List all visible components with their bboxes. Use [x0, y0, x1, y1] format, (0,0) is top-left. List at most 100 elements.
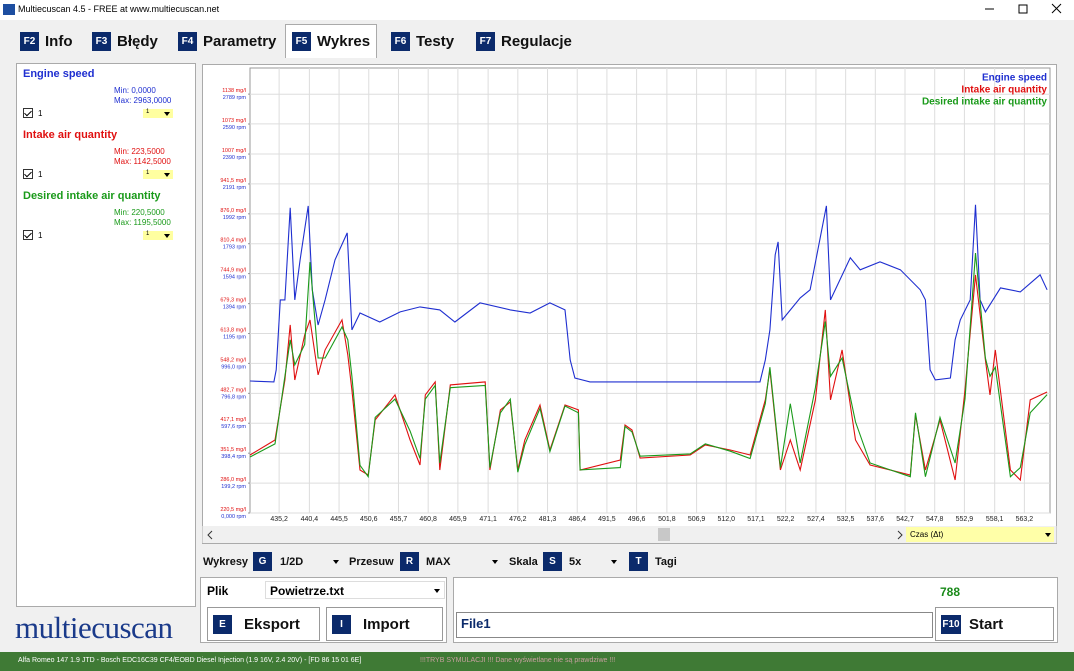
y2-tick-label: 597,6 rpm — [221, 424, 246, 430]
file-name: Powietrze.txt — [270, 584, 345, 598]
checkbox-label: 1 — [38, 231, 43, 240]
y-tick-label: 548,2 mg/l — [220, 357, 246, 363]
dropdown-arrow[interactable] — [611, 560, 617, 564]
y-tick-label: 482,7 mg/l — [220, 387, 246, 393]
key-badge: E — [213, 614, 232, 634]
scale-select[interactable]: 1 — [143, 109, 173, 118]
checkbox[interactable] — [23, 230, 33, 240]
tab-label: Regulacje — [501, 32, 572, 50]
scroll-thumb[interactable] — [658, 528, 670, 541]
key-badge[interactable]: T — [629, 552, 648, 571]
file-select[interactable]: Powietrze.txt — [265, 581, 445, 599]
file-label: Plik — [207, 584, 229, 598]
checkbox-label: 1 — [38, 170, 43, 179]
dropdown-arrow — [164, 234, 170, 238]
x-tick-label: 563,2 — [1016, 516, 1034, 523]
x-axis-selector[interactable] — [906, 527, 1054, 542]
start-button[interactable]: F10 Start — [935, 607, 1054, 641]
x-tick-label: 455,7 — [390, 516, 408, 523]
y-tick-label: 1073 mg/l — [222, 118, 246, 124]
y2-tick-label: 0,000 rpm — [221, 514, 246, 520]
parameter-max: Max: 2963,0000 — [114, 96, 172, 105]
x-tick-label: 496,6 — [628, 516, 646, 523]
y-tick-label: 744,9 mg/l — [220, 268, 246, 274]
y2-tick-label: 2191 rpm — [223, 185, 247, 191]
y2-tick-label: 1793 rpm — [223, 245, 247, 251]
scroll-left[interactable] — [207, 530, 213, 540]
tab-label: Info — [45, 32, 73, 50]
series-line — [249, 204, 1048, 383]
export-button[interactable]: E Eksport — [207, 607, 320, 641]
x-tick-label: 547,8 — [926, 516, 944, 523]
import-button[interactable]: I Import — [326, 607, 443, 641]
parameter-panel: Engine speed Min: 0,0000 Max: 2963,0000 1 1 I… — [16, 63, 196, 607]
y-tick-label: 941,5 mg/l — [220, 178, 246, 184]
tab[interactable]: F7 Regulacje — [470, 26, 578, 56]
y-tick-label: 417,1 mg/l — [220, 417, 246, 423]
x-tick-label: 512,0 — [718, 516, 736, 523]
parameter-min: Min: 0,0000 — [114, 86, 156, 95]
button-label: Import — [363, 615, 410, 633]
window-controls[interactable] — [975, 0, 1074, 20]
y-tick-label: 613,8 mg/l — [220, 327, 246, 333]
parameter-min: Min: 223,5000 — [114, 147, 165, 156]
logo: multiecuscan — [15, 610, 173, 645]
scale-value: 1 — [146, 109, 150, 115]
x-tick-label: 501,8 — [658, 516, 676, 523]
x-tick-label: 471,1 — [479, 516, 497, 523]
parameter-min: Min: 220,5000 — [114, 208, 165, 217]
x-tick-label: 542,7 — [896, 516, 914, 523]
y-tick-label: 220,5 mg/l — [220, 507, 246, 513]
y2-tick-label: 199,2 rpm — [221, 484, 246, 490]
y-tick-label: 876,0 mg/l — [220, 208, 246, 214]
file-name-input[interactable]: File1 — [456, 612, 933, 638]
scroll-right[interactable] — [897, 530, 903, 540]
key-badge: F2 — [20, 31, 39, 51]
key-badge[interactable]: S — [543, 552, 562, 571]
parameter-name: Engine speed — [23, 68, 95, 80]
control-text: Skala — [509, 556, 538, 568]
window-title: Multiecuscan 4.5 - FREE at www.multiecus… — [18, 4, 220, 14]
maximize[interactable] — [1018, 4, 1028, 14]
button-label: Start — [969, 615, 1004, 633]
control-text: Wykresy — [203, 556, 249, 568]
scale-select[interactable]: 1 — [143, 170, 173, 179]
checkbox[interactable] — [23, 108, 33, 118]
key-badge: F5 — [292, 32, 311, 51]
dropdown-arrow — [164, 112, 170, 116]
close[interactable] — [1051, 3, 1062, 14]
tab[interactable]: F2 Info — [14, 26, 79, 56]
y2-tick-label: 2390 rpm — [223, 155, 247, 161]
y-tick-label: 1138 mg/l — [222, 88, 246, 94]
dropdown-arrow[interactable] — [492, 560, 498, 564]
tab[interactable]: F6 Testy — [385, 26, 460, 56]
dropdown-arrow — [164, 173, 170, 177]
scrollbar[interactable] — [202, 526, 1057, 543]
checkbox[interactable] — [23, 169, 33, 179]
y2-tick-label: 996,0 rpm — [221, 364, 246, 370]
tab[interactable]: F5 Wykres — [285, 24, 378, 58]
key-badge[interactable]: G — [253, 552, 272, 571]
x-tick-label: 465,9 — [449, 516, 467, 523]
tab[interactable]: F4 Parametry — [172, 26, 282, 56]
x-tick-label: 445,5 — [330, 516, 348, 523]
y2-tick-label: 2789 rpm — [223, 95, 247, 101]
control-text: 1/2D — [280, 556, 304, 568]
x-tick-label: 552,9 — [956, 516, 974, 523]
x-tick-label: 527,4 — [807, 516, 825, 523]
parameter-name: Desired intake air quantity — [23, 190, 161, 202]
x-tick-label: 440,4 — [301, 516, 319, 523]
y-tick-label: 810,4 mg/l — [220, 238, 246, 244]
tab[interactable]: F3 Błędy — [86, 26, 164, 56]
simulation-warning: !!!TRYB SYMULACJI !!! Dane wyświetlane n… — [420, 657, 616, 664]
y2-tick-label: 1594 rpm — [223, 275, 247, 281]
key-badge: F10 — [941, 614, 961, 634]
legend-entry: Engine speed — [982, 73, 1047, 84]
scale-select[interactable]: 1 — [143, 231, 173, 240]
legend-entry: Desired intake air quantity — [922, 97, 1047, 108]
y2-tick-label: 796,8 rpm — [221, 394, 246, 400]
key-badge[interactable]: R — [400, 552, 419, 571]
y-tick-label: 679,3 mg/l — [220, 298, 246, 304]
dropdown-arrow[interactable] — [333, 560, 339, 564]
